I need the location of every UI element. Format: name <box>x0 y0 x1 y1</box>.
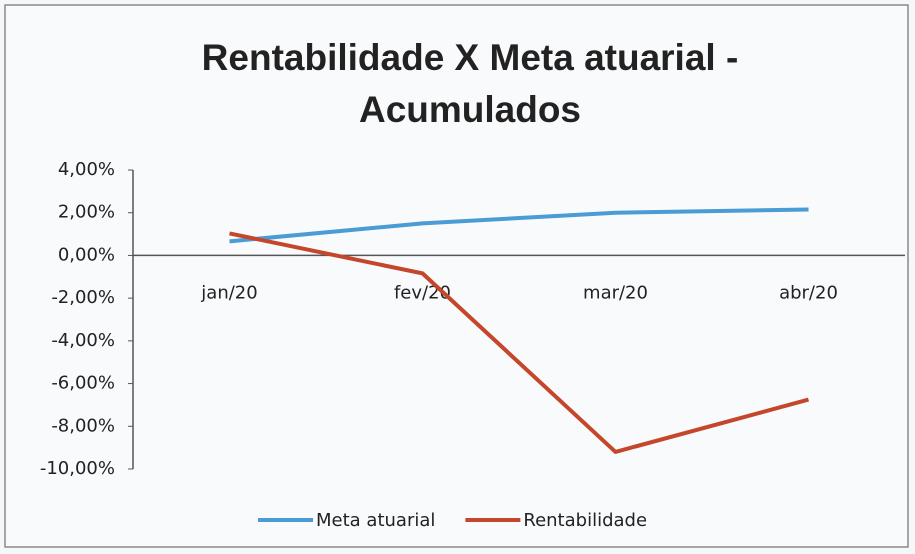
x-tick-label: jan/20 <box>200 282 257 303</box>
chart-title: Rentabilidade X Meta atuarial - <box>202 37 739 78</box>
y-tick-label: 4,00% <box>58 159 115 180</box>
y-tick-label: -8,00% <box>51 415 115 436</box>
x-tick-label: mar/20 <box>583 282 648 303</box>
y-tick-label: 0,00% <box>58 244 115 265</box>
y-tick-label: 2,00% <box>58 202 115 223</box>
legend-label: Meta atuarial <box>316 510 435 531</box>
series-line <box>229 231 810 454</box>
x-tick-label: abr/20 <box>779 282 838 303</box>
y-tick-label: -10,00% <box>40 458 115 479</box>
y-tick-label: -2,00% <box>51 287 115 308</box>
y-tick-label: -6,00% <box>51 373 115 394</box>
chart-frame <box>4 4 909 548</box>
legend-label: Rentabilidade <box>523 510 647 531</box>
series-line <box>229 207 809 244</box>
chart-title: Acumulados <box>359 89 581 130</box>
y-tick-label: -4,00% <box>51 330 115 351</box>
